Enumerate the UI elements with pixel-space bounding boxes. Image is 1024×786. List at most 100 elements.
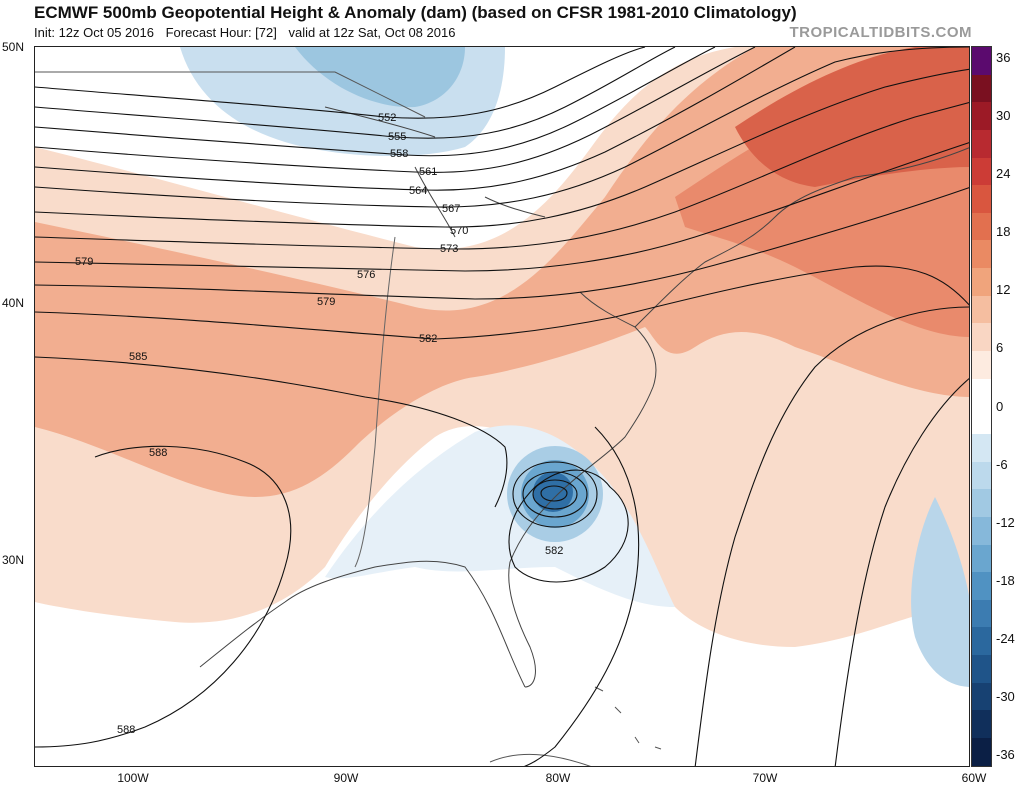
colorbar-tick-label: 0 bbox=[996, 398, 1004, 414]
contour-564 bbox=[35, 47, 796, 191]
lon-label-70w: 70W bbox=[752, 771, 778, 785]
init-time: Init: 12z Oct 05 2016 bbox=[34, 25, 154, 40]
contour-label: 558 bbox=[390, 148, 408, 160]
forecast-hour: Forecast Hour: [72] bbox=[165, 25, 277, 40]
colorbar-tick-label: 12 bbox=[996, 282, 1011, 298]
contour-low-ring-4 bbox=[540, 485, 568, 502]
bahamas bbox=[594, 686, 662, 750]
border-us-canada bbox=[35, 71, 426, 118]
source-credit: TROPICALTIDBITS.COM bbox=[789, 24, 972, 41]
contour-555 bbox=[35, 47, 676, 139]
contour-573 bbox=[35, 101, 969, 250]
contour-585 bbox=[35, 356, 508, 508]
contour-label: 555 bbox=[388, 131, 406, 143]
chart-subtitle: Init: 12z Oct 05 2016 Forecast Hour: [72… bbox=[34, 25, 463, 40]
contour-label-group: 552 555 558 561 564 567 570 573 576 579 … bbox=[75, 112, 563, 736]
contour-label: 582 bbox=[545, 545, 563, 557]
contour-561 bbox=[35, 47, 756, 173]
colorbar-swatch bbox=[972, 129, 991, 158]
mississippi-river bbox=[354, 236, 396, 568]
colorbar-tick-label: 24 bbox=[996, 166, 1011, 182]
contour-570 bbox=[35, 68, 969, 228]
contour-ridge-east-2 bbox=[524, 426, 640, 766]
colorbar-swatch bbox=[972, 710, 991, 739]
contour-ridge-east bbox=[694, 306, 969, 766]
contour-558 bbox=[35, 47, 716, 157]
colorbar-tick-label: -36 bbox=[996, 747, 1015, 762]
colorbar-tick-label: -12 bbox=[996, 514, 1015, 530]
contour-576 bbox=[35, 142, 969, 272]
coastline-northeast bbox=[634, 147, 969, 328]
colorbar-swatch bbox=[972, 74, 991, 103]
contour-label: 582 bbox=[419, 333, 437, 345]
contour-582-south bbox=[508, 469, 629, 583]
colorbar-tick-label: 6 bbox=[996, 340, 1004, 356]
contour-ridge-far-east bbox=[834, 378, 969, 766]
chart-title: ECMWF 500mb Geopotential Height & Anomal… bbox=[34, 3, 797, 22]
colorbar-swatch bbox=[972, 599, 991, 628]
cool-anomaly-east bbox=[911, 497, 969, 687]
colorbar-swatch bbox=[972, 682, 991, 711]
contour-low-ring-3 bbox=[532, 479, 578, 510]
colorbar-tick-label: -24 bbox=[996, 630, 1015, 646]
lat-label-40n: 40N bbox=[2, 296, 25, 310]
colorbar-swatch bbox=[972, 351, 991, 379]
colorbar-swatch bbox=[972, 544, 991, 573]
contour-label: 570 bbox=[450, 225, 468, 237]
contour-label: 585 bbox=[129, 351, 147, 363]
coastlines bbox=[35, 71, 969, 766]
colorbar-swatch bbox=[972, 406, 991, 434]
lon-label-100w: 100W bbox=[117, 771, 149, 785]
contour-label: 579 bbox=[75, 256, 93, 268]
colorbar-swatch bbox=[972, 378, 991, 407]
contour-label: 573 bbox=[440, 243, 458, 255]
lon-label-80w: 80W bbox=[545, 771, 571, 785]
contour-579 bbox=[35, 187, 969, 300]
map-panel: 552 555 558 561 564 567 570 573 576 579 … bbox=[34, 46, 970, 767]
colorbar-tick-label: -30 bbox=[996, 688, 1015, 704]
colorbar-swatch bbox=[972, 268, 991, 296]
contour-label: 567 bbox=[442, 203, 460, 215]
contour-552 bbox=[35, 47, 646, 119]
contour-label: 552 bbox=[378, 112, 396, 124]
coastline-gulf bbox=[199, 560, 526, 688]
colorbar-swatch bbox=[972, 295, 991, 324]
contour-582 bbox=[35, 265, 969, 340]
contour-label: 588 bbox=[117, 724, 135, 736]
colorbar-swatch bbox=[972, 461, 991, 490]
colorbar-swatch bbox=[972, 47, 991, 75]
contour-label: 576 bbox=[357, 269, 375, 281]
contour-588-west bbox=[35, 445, 292, 748]
colorbar-swatch bbox=[972, 627, 991, 656]
contour-label: 579 bbox=[317, 296, 335, 308]
colorbar-swatch bbox=[972, 102, 991, 130]
warm-anomaly-deep bbox=[735, 47, 969, 187]
colorbar-swatch bbox=[972, 516, 991, 545]
colorbar-tick-label: 18 bbox=[996, 224, 1011, 240]
colorbar-tick-label: 30 bbox=[996, 108, 1011, 124]
colorbar-swatch bbox=[972, 433, 991, 462]
colorbar-swatch bbox=[972, 489, 991, 517]
colorbar-swatch bbox=[972, 655, 991, 683]
valid-time: valid at 12z Sat, Oct 08 2016 bbox=[288, 25, 456, 40]
contour-label: 564 bbox=[409, 185, 427, 197]
contour-low-ring-2 bbox=[522, 471, 588, 518]
anomaly-colorbar bbox=[971, 46, 992, 767]
coastline-atlantic bbox=[508, 291, 657, 688]
lon-label-90w: 90W bbox=[333, 771, 359, 785]
great-lakes bbox=[324, 106, 546, 238]
lat-label-30n: 30N bbox=[2, 553, 25, 567]
contour-label: 588 bbox=[149, 447, 167, 459]
colorbar-swatch bbox=[972, 212, 991, 241]
anomaly-fill bbox=[35, 47, 969, 687]
colorbar-tick-label: 36 bbox=[996, 50, 1011, 65]
colorbar-swatch bbox=[972, 185, 991, 213]
colorbar-swatch bbox=[972, 157, 991, 186]
height-contours bbox=[35, 47, 969, 766]
contour-low-ring-1 bbox=[512, 461, 598, 528]
colorbar-tick-label: -6 bbox=[996, 456, 1008, 472]
colorbar-swatch bbox=[972, 738, 991, 766]
colorbar-swatch bbox=[972, 572, 991, 600]
contour-567 bbox=[35, 47, 969, 208]
colorbar-tick-label: -18 bbox=[996, 572, 1015, 588]
